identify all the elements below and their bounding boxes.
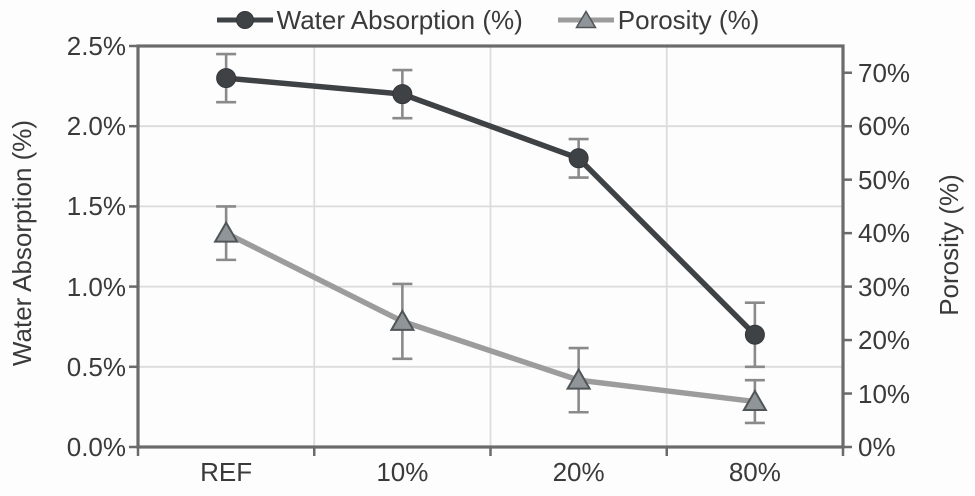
data-point-triangle [213,220,239,243]
data-point-triangle [389,308,416,331]
chart-legend: Water Absorption (%) Porosity (%) [0,0,975,40]
data-point-triangle [565,367,592,390]
data-point-circle [568,148,589,169]
series-line-triangle [224,230,756,405]
data-point-circle [216,68,237,89]
line-circle-marker-icon [216,11,273,29]
line-triangle-marker-icon [557,10,614,29]
legend-item-porosity: Porosity (%) [557,4,760,36]
data-point-circle [392,84,413,105]
legend-item-water-absorption: Water Absorption (%) [216,5,523,36]
legend-label-water-absorption: Water Absorption (%) [276,4,523,35]
data-point-circle [744,324,765,345]
series-line-circle [225,75,757,337]
data-point-triangle [742,389,768,412]
legend-label-porosity: Porosity (%) [617,4,760,35]
